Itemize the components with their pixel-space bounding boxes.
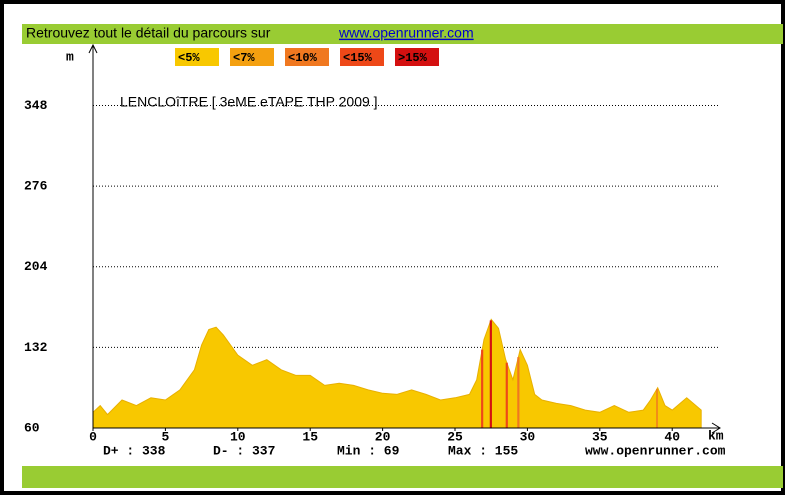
legend-swatch [175,48,219,66]
legend-swatch [285,48,329,66]
x-tick-label: 5 [161,429,169,444]
x-tick-label: 30 [520,429,536,444]
x-axis-arrow [711,422,721,434]
x-tick-label: 40 [664,429,680,444]
y-tick-label: 132 [24,340,48,355]
y-axis-arrow [88,43,98,54]
legend-swatch [340,48,384,66]
steep-segment [481,349,484,428]
y-axis-label: m [66,49,74,64]
legend-label: <5% [178,51,200,65]
x-tick-label: 0 [89,429,97,444]
y-tick-label: 204 [24,259,48,274]
elevation-area [92,318,702,429]
legend-label: <15% [343,51,373,65]
header-text: Retrouvez tout le détail du parcours sur [26,25,271,41]
stat: D- : 337 [213,443,275,458]
y-tick-label: 276 [24,179,48,194]
stat: www.openrunner.com [585,443,726,458]
legend-label: >15% [398,51,428,65]
x-tick-label: 25 [447,429,463,444]
legend-label: <7% [233,51,255,65]
stat: Max : 155 [448,443,518,458]
chart-title: LENCLOîTRE [ 3eME eTAPE THP 2009 ] [120,94,378,110]
legend-swatch [395,48,439,66]
footer-bar [22,466,783,488]
header-bar [22,24,783,44]
stat: Min : 69 [337,443,400,458]
steep-segment [656,388,658,428]
x-tick-label: 20 [375,429,391,444]
legend-swatch [230,48,274,66]
y-tick-label: 60 [24,420,40,435]
x-tick-label: 10 [230,429,246,444]
y-tick-label: 348 [24,98,48,113]
stat: D+ : 338 [103,443,166,458]
steep-segment [489,320,492,428]
x-axis-label: km [708,428,724,443]
header-link[interactable]: www.openrunner.com [338,25,474,41]
steep-segment [517,357,520,428]
x-tick-label: 15 [302,429,318,444]
steep-segment [505,362,508,428]
legend-label: <10% [288,51,318,65]
x-tick-label: 35 [592,429,608,444]
